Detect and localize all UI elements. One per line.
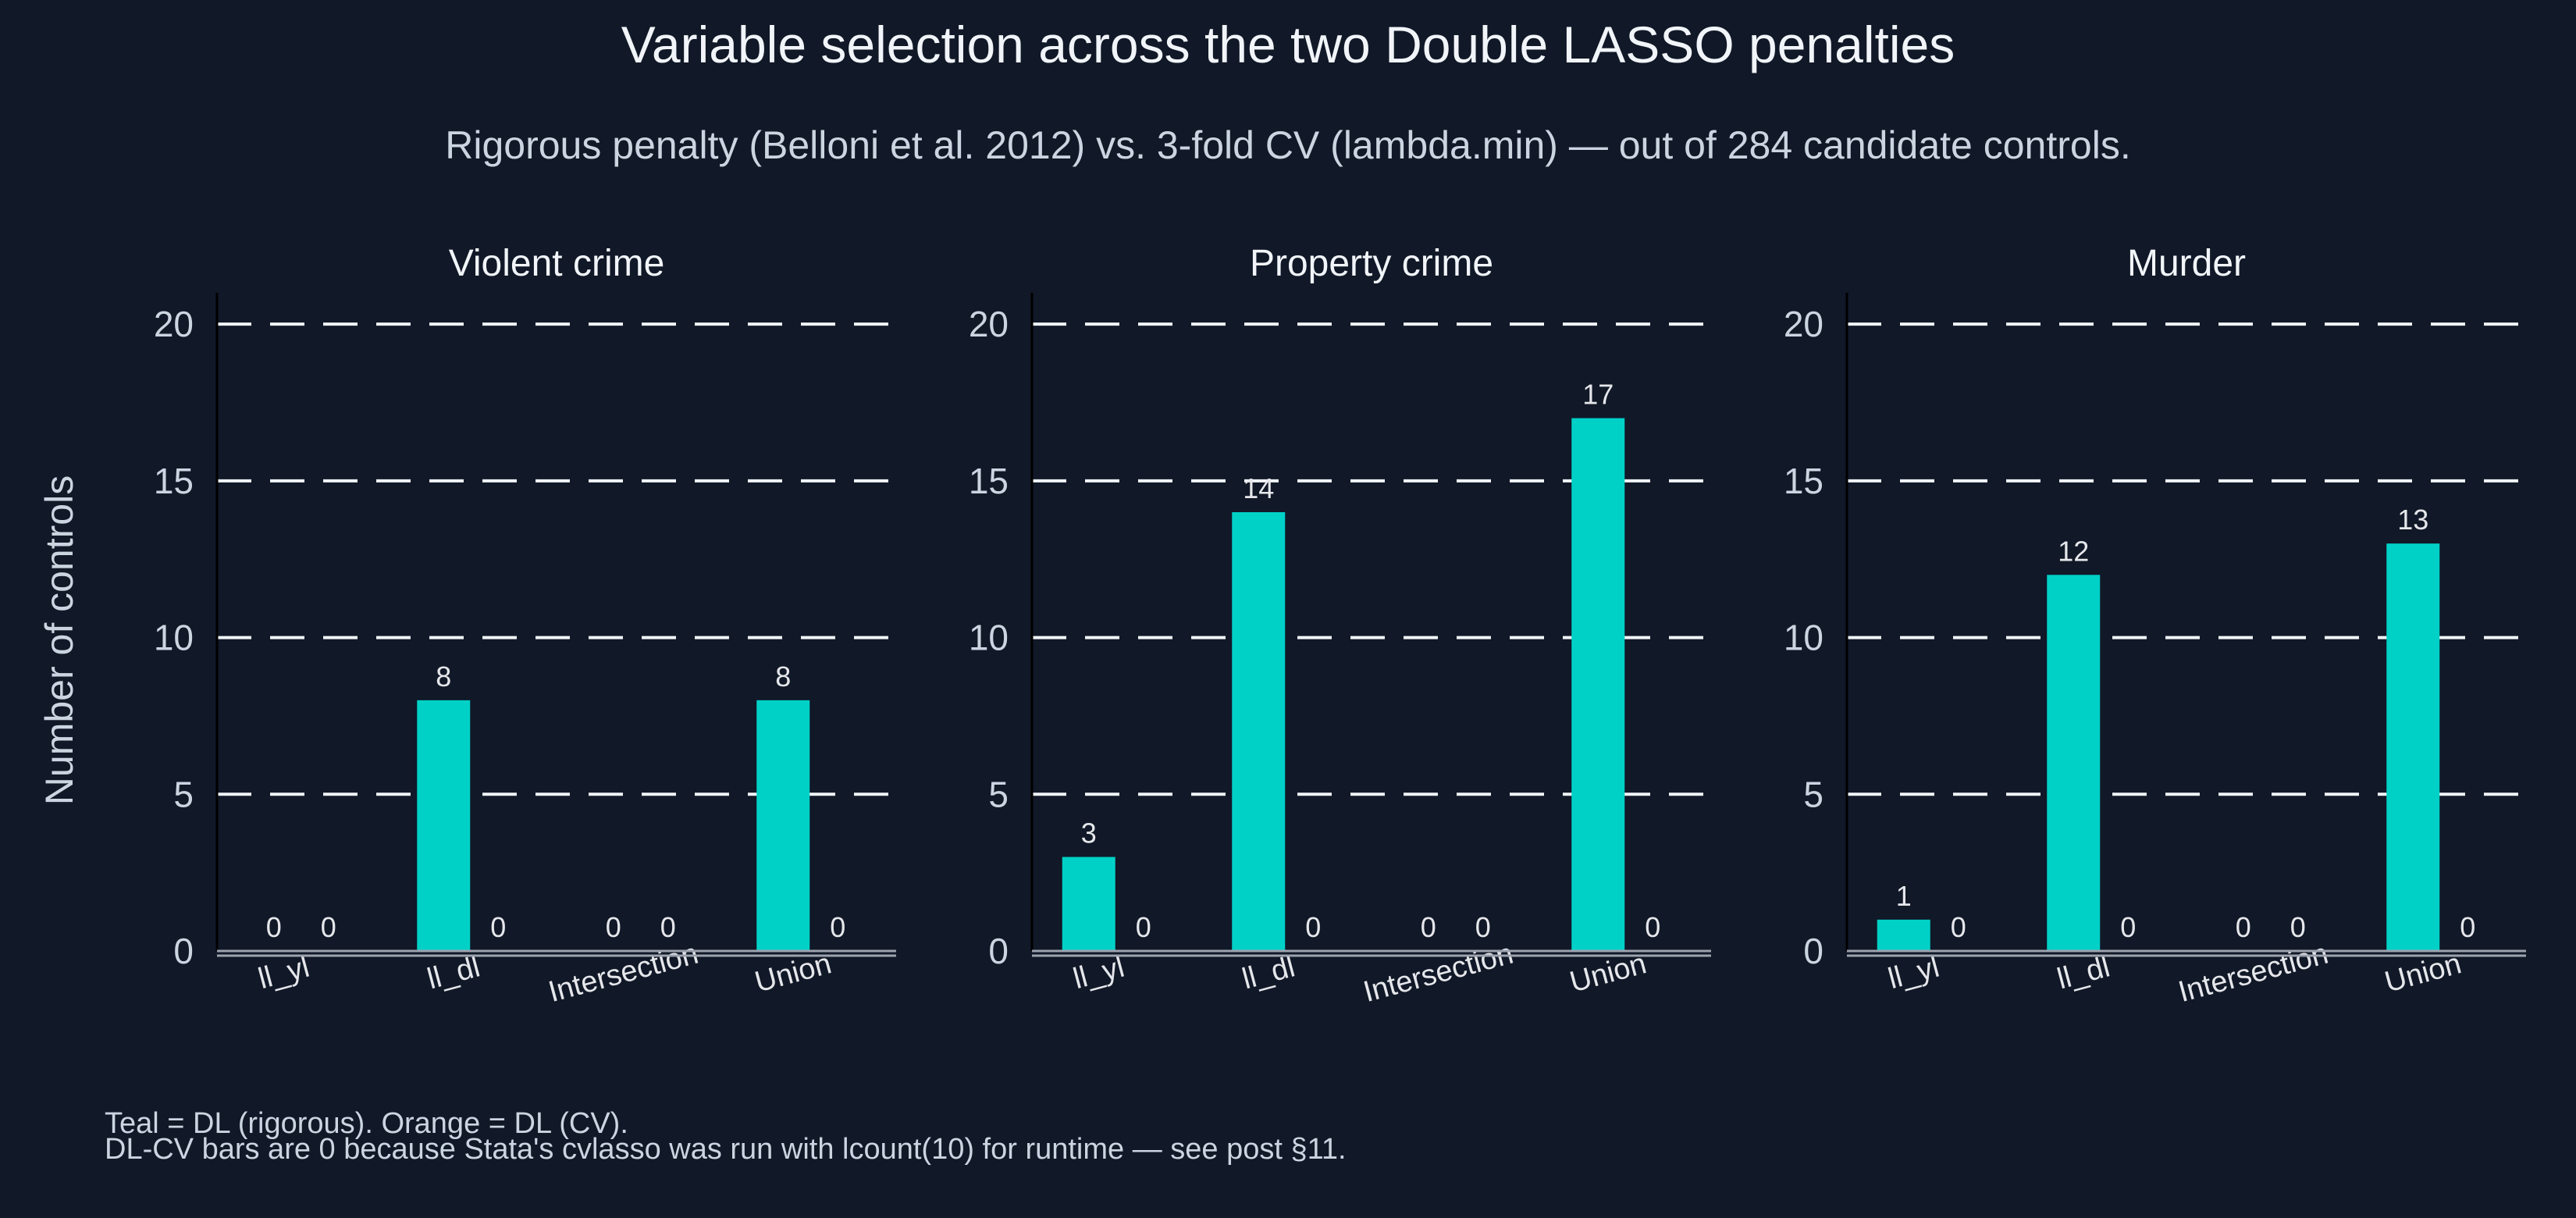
y-tick-label: 20 (1784, 304, 1823, 344)
chart-title: Variable selection across the two Double… (621, 16, 1955, 73)
data-label: 0 (1475, 911, 1491, 943)
y-axis-label: Number of controls (37, 475, 81, 805)
y-tick-label: 15 (154, 461, 194, 501)
data-label: 0 (2460, 911, 2475, 943)
bar-dl-rigorous-union (1571, 418, 1625, 951)
y-tick-label: 10 (969, 618, 1009, 658)
data-label: 0 (830, 911, 845, 943)
data-label: 12 (2058, 535, 2089, 567)
data-label: 0 (2236, 911, 2251, 943)
data-label: 0 (1136, 911, 1151, 943)
bar-dl-rigorous-ll-dl (2047, 575, 2101, 951)
panel-title: Violent crime (449, 243, 665, 284)
x-tick-label: ll_dl (2054, 950, 2113, 995)
y-tick-label: 20 (154, 304, 194, 344)
data-label: 0 (606, 911, 621, 943)
bar-dl-rigorous-ll-dl (417, 700, 471, 951)
x-tick-label: ll_dl (424, 950, 483, 995)
x-tick-label: Intersection (1360, 938, 1517, 1009)
y-tick-label: 5 (988, 774, 1009, 814)
chart-subtitle: Rigorous penalty (Belloni et al. 2012) v… (445, 123, 2130, 167)
y-tick-label: 0 (988, 931, 1009, 971)
y-tick-label: 10 (1784, 618, 1823, 658)
y-tick-label: 10 (154, 618, 194, 658)
data-label: 17 (1582, 379, 1614, 411)
data-label: 14 (1243, 472, 1274, 504)
bar-dl-rigorous-ll-yl (1877, 919, 1930, 951)
data-label: 8 (436, 661, 451, 693)
data-label: 13 (2397, 504, 2428, 536)
y-tick-label: 0 (1803, 931, 1823, 971)
data-label: 1 (1896, 880, 1912, 912)
panel-title: Murder (2127, 243, 2246, 284)
x-tick-label: Intersection (2175, 938, 2332, 1009)
x-tick-label: ll_dl (1239, 950, 1298, 995)
panel-title: Property crime (1250, 243, 1493, 284)
data-label: 0 (2290, 911, 2306, 943)
data-label: 0 (321, 911, 336, 943)
bar-dl-rigorous-union (2386, 543, 2440, 951)
y-tick-label: 0 (173, 931, 194, 971)
bar-dl-rigorous-ll-yl (1062, 857, 1115, 951)
y-tick-label: 15 (1784, 461, 1823, 501)
data-label: 0 (1645, 911, 1660, 943)
data-label: 3 (1081, 817, 1097, 849)
y-tick-label: 5 (173, 774, 194, 814)
x-tick-label: ll_yl (1885, 951, 1943, 996)
y-tick-label: 5 (1803, 774, 1823, 814)
x-tick-label: ll_yl (255, 951, 313, 996)
bar-dl-rigorous-union (756, 700, 810, 951)
y-tick-label: 20 (969, 304, 1009, 344)
data-label: 0 (1421, 911, 1436, 943)
y-tick-label: 15 (969, 461, 1009, 501)
footnote-line-1: Teal = DL (rigorous). Orange = DL (CV). (105, 1107, 628, 1140)
data-label: 0 (490, 911, 506, 943)
data-label: 8 (775, 661, 791, 693)
x-tick-label: Intersection (545, 938, 702, 1009)
data-label: 0 (660, 911, 676, 943)
data-label: 0 (2120, 911, 2136, 943)
data-label: 0 (1305, 911, 1321, 943)
data-label: 0 (266, 911, 282, 943)
bar-dl-rigorous-ll-dl (1232, 512, 1286, 951)
x-tick-label: ll_yl (1070, 951, 1128, 996)
data-label: 0 (1951, 911, 1966, 943)
footnote-line-2: DL-CV bars are 0 because Stata's cvlasso… (105, 1133, 1347, 1166)
